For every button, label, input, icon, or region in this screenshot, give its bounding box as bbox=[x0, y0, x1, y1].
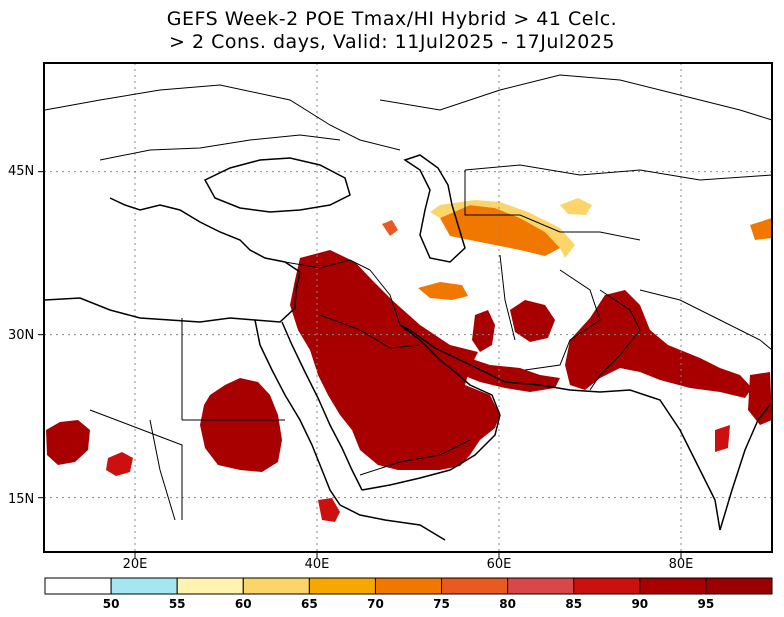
border-saudi-iraq bbox=[319, 314, 421, 349]
coastline-red-sea-west bbox=[254, 319, 341, 506]
coastline-red-sea-east bbox=[281, 321, 363, 491]
border-india-china bbox=[639, 289, 773, 351]
colorbar-label: 70 bbox=[367, 597, 384, 611]
map-title-line1: GEFS Week-2 POE Tmax/HI Hybrid > 41 Celc… bbox=[166, 8, 618, 30]
colorbar-swatch bbox=[573, 577, 641, 595]
colorbar-label: 85 bbox=[565, 597, 583, 611]
border-chad-sudan bbox=[149, 419, 176, 521]
lon-label-80e: 80E bbox=[668, 557, 694, 572]
border-europe-south bbox=[99, 134, 341, 161]
lat-lon-grid bbox=[38, 63, 772, 558]
border-afghanistan-pakistan bbox=[524, 269, 601, 371]
prob-area-chad bbox=[46, 420, 90, 465]
prob-area-far-east bbox=[750, 218, 772, 240]
border-iran-afghanistan bbox=[499, 254, 516, 341]
prob-area-eritrea bbox=[318, 498, 340, 522]
coastlines bbox=[44, 154, 771, 541]
prob-area-baluchistan bbox=[510, 300, 555, 342]
prob-area-central-asia bbox=[440, 205, 560, 256]
colorbar-swatch bbox=[441, 577, 509, 595]
lat-label-30n: 30N bbox=[8, 328, 35, 343]
prob-area-gulf-coast bbox=[400, 325, 560, 392]
colorbar-label: 60 bbox=[234, 597, 252, 611]
coastline-persian-gulf bbox=[399, 324, 506, 416]
prob-area-east-coast bbox=[715, 425, 730, 452]
border-europe bbox=[44, 84, 401, 151]
coastline-horn-africa bbox=[339, 504, 446, 541]
border-libya-chad bbox=[89, 409, 183, 520]
colorbar-label: 95 bbox=[697, 597, 715, 611]
colorbar-label: 50 bbox=[102, 597, 120, 611]
colorbar-swatch bbox=[705, 577, 773, 595]
colorbar-swatch bbox=[242, 577, 310, 595]
probability-fields bbox=[46, 198, 772, 522]
prob-area-arabia bbox=[290, 250, 500, 470]
prob-area-caucasus bbox=[382, 220, 398, 236]
border-pakistan-india bbox=[589, 289, 641, 391]
lat-label-15n: 15N bbox=[8, 492, 35, 507]
border-saudi-yemen bbox=[359, 439, 471, 476]
prob-area-bengal bbox=[748, 372, 772, 425]
map-title-line2: > 2 Cons. days, Valid: 11Jul2025 - 17Jul… bbox=[169, 31, 615, 53]
lon-label-20e: 20E bbox=[122, 557, 148, 572]
border-iran-iraq bbox=[369, 269, 401, 326]
colorbar-swatch bbox=[374, 577, 443, 595]
colorbar-label: 75 bbox=[433, 597, 450, 611]
coastline-arabia-south bbox=[361, 414, 501, 491]
colorbar bbox=[44, 577, 773, 595]
coastline-mediterranean bbox=[44, 197, 301, 323]
border-kazakh-uzbek bbox=[464, 170, 641, 241]
coastline-arabian-sea bbox=[504, 381, 721, 531]
border-turkey-syria bbox=[284, 259, 371, 271]
colorbar-swatch bbox=[44, 577, 112, 595]
colorbar-swatch bbox=[507, 577, 575, 595]
lat-label-45n: 45N bbox=[8, 164, 35, 179]
colorbar-label: 90 bbox=[631, 597, 649, 611]
coastline-black-sea bbox=[203, 157, 351, 213]
lon-label-40e: 40E bbox=[304, 557, 330, 572]
colorbar-label: 80 bbox=[499, 597, 516, 611]
coastline-bay-of-bengal bbox=[719, 404, 771, 531]
prob-area-sudan bbox=[200, 378, 282, 472]
prob-area-kazakh-small bbox=[560, 198, 592, 215]
lon-label-60e: 60E bbox=[486, 557, 512, 572]
colorbar-label: 65 bbox=[301, 597, 318, 611]
prob-area-central-asia-edge bbox=[430, 200, 575, 258]
colorbar-swatch bbox=[176, 577, 244, 595]
border-russia-kz bbox=[379, 74, 773, 121]
country-borders bbox=[44, 74, 773, 521]
prob-area-iran-east bbox=[472, 310, 495, 352]
map-frame bbox=[43, 62, 773, 553]
colorbar-label: 55 bbox=[168, 597, 186, 611]
prob-area-pakistan-india bbox=[565, 290, 752, 398]
prob-area-iran-north bbox=[418, 282, 468, 300]
coastline-caspian bbox=[403, 154, 466, 263]
border-central-asia bbox=[464, 164, 773, 181]
colorbar-swatch bbox=[110, 577, 178, 595]
colorbar-swatch bbox=[639, 577, 707, 595]
colorbar-swatch bbox=[308, 577, 376, 595]
prob-area-chad-east bbox=[106, 452, 133, 476]
